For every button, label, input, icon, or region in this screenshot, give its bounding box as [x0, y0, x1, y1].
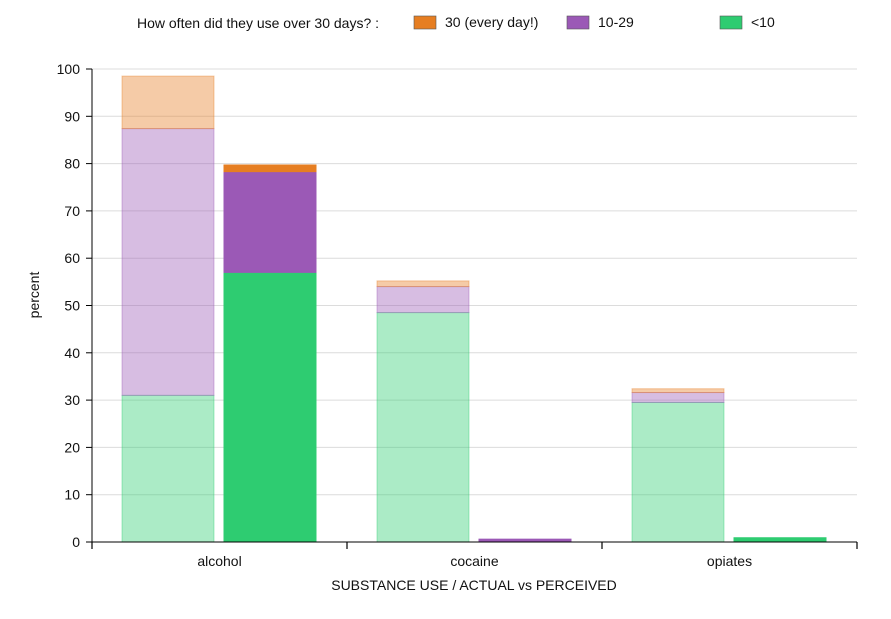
actual-bar-segment — [223, 271, 317, 543]
perceived-bar-segment — [631, 392, 725, 403]
gridlines — [92, 68, 857, 496]
x-tick-label: opiates — [707, 553, 752, 569]
legend-swatch — [719, 15, 743, 30]
perceived-bar-segment — [631, 388, 725, 394]
actual-bar-segment — [223, 171, 317, 273]
y-tick-label: 40 — [64, 345, 80, 361]
bars — [121, 75, 827, 543]
perceived-bar-segment — [376, 286, 470, 314]
x-tick-label: alcohol — [197, 553, 241, 569]
legend-label: 30 (every day!) — [445, 14, 538, 30]
legend-label: 10-29 — [598, 14, 634, 30]
perceived-bar-segment — [121, 128, 215, 396]
legend-title: How often did they use over 30 days? : — [137, 15, 379, 31]
x-axis-title: SUBSTANCE USE / ACTUAL vs PERCEIVED — [331, 577, 617, 593]
axes: 0 10 20 30 40 50 60 70 80 90 100 alcohol cocaine opia… — [57, 61, 858, 569]
actual-bar-segment — [223, 164, 317, 173]
y-axis-title: percent — [26, 272, 42, 319]
x-tick-label: cocaine — [450, 553, 498, 569]
perceived-bar-segment — [631, 401, 725, 543]
y-tick-label: 60 — [64, 250, 80, 266]
perceived-bar-segment — [376, 312, 470, 543]
perceived-bar-segment — [121, 75, 215, 130]
legend-label: <10 — [751, 14, 775, 30]
y-tick-label: 90 — [64, 108, 80, 124]
legend: How often did they use over 30 days? : 3… — [137, 14, 775, 31]
perceived-bar-segment — [376, 280, 470, 288]
y-tick-label: 0 — [72, 534, 80, 550]
y-tick-label: 100 — [57, 61, 81, 77]
legend-swatch — [566, 15, 590, 30]
y-tick-label: 80 — [64, 156, 80, 172]
y-tick-label: 30 — [64, 392, 80, 408]
y-tick-label: 70 — [64, 203, 80, 219]
actual-bar-segment — [733, 537, 827, 543]
y-tick-label: 50 — [64, 298, 80, 314]
legend-swatch — [413, 15, 437, 30]
perceived-bar-segment — [121, 394, 215, 543]
y-tick-label: 20 — [64, 439, 80, 455]
y-tick-label: 10 — [64, 487, 80, 503]
